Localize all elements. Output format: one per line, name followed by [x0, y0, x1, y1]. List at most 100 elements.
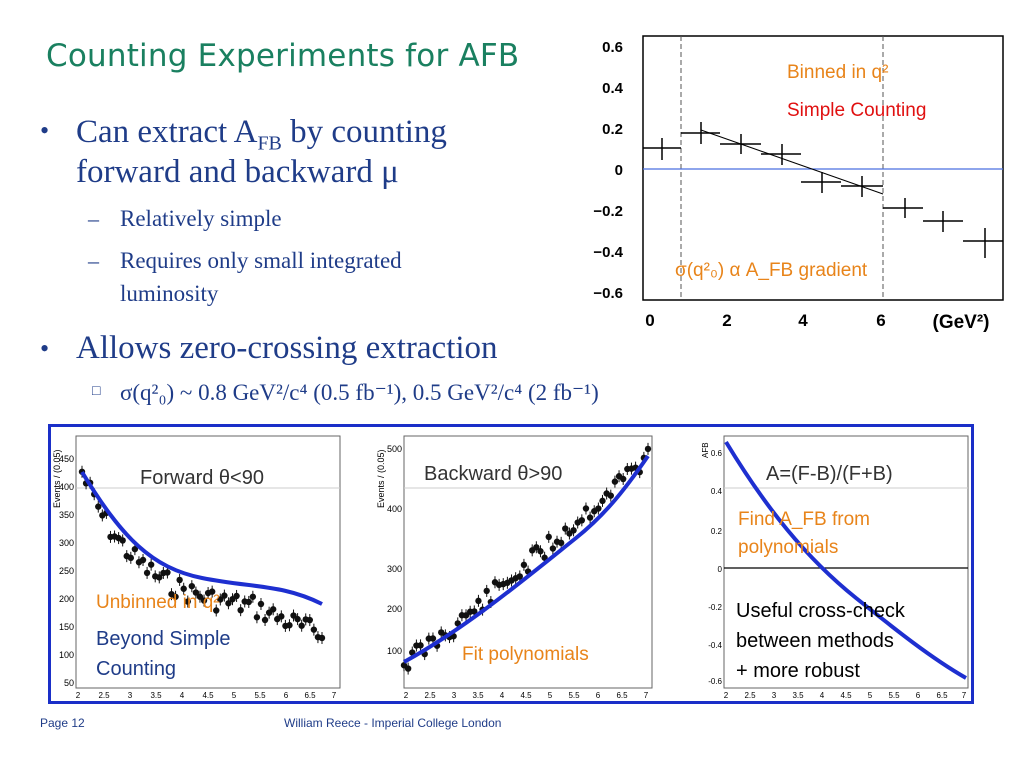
y-tick: 200: [59, 594, 74, 604]
footer-author: William Reece - Imperial College London: [284, 716, 502, 730]
panels-frame: [48, 424, 974, 704]
forward-data-points: [78, 465, 326, 644]
y-tick: 150: [59, 622, 74, 632]
x-tick: 7: [332, 691, 337, 700]
y-tick: -0.6: [708, 677, 722, 686]
x-tick: 6.5: [936, 691, 948, 700]
afb-y-axis-label: AFB: [701, 442, 710, 458]
y-tick: -0.4: [708, 641, 722, 650]
x-tick: 5: [232, 691, 237, 700]
backward-x-ticks: 2 2.5 3 3.5 4 4.5 5 5.5 6 6.5 7: [404, 691, 649, 700]
y-tick: 350: [59, 510, 74, 520]
y-tick-label: −0.2: [593, 203, 623, 220]
afb-frame: [723, 435, 969, 689]
x-tick: 6: [916, 691, 921, 700]
y-tick: 100: [59, 650, 74, 660]
x-tick: 5.5: [254, 691, 266, 700]
afb-title: A=(F-B)/(F+B): [766, 463, 893, 485]
beyond-label: Beyond Simple: [96, 628, 231, 650]
x-tick: 4.5: [520, 691, 532, 700]
x-tick-label: 6: [876, 311, 885, 330]
dash-marker: –: [88, 248, 99, 273]
x-tick: 6: [284, 691, 289, 700]
binned-label: Binned in q²: [787, 62, 888, 83]
x-tick: 5: [548, 691, 553, 700]
dash-marker: –: [88, 206, 99, 231]
x-tick: 2: [724, 691, 729, 700]
sub-bullet-sigma: σ(q²₀) ~ 0.8 GeV²/c⁴ (0.5 fb⁻¹), 0.5 GeV…: [120, 380, 599, 405]
cross-check-label: Useful cross-check between methods + mor…: [736, 596, 905, 686]
find-afb-line-1: Find A_FB from: [738, 509, 870, 530]
x-tick: 4.5: [840, 691, 852, 700]
x-tick: 6.5: [304, 691, 316, 700]
x-tick: 5: [868, 691, 873, 700]
y-tick: 200: [387, 604, 402, 614]
bullet-marker: •: [40, 334, 50, 363]
x-tick: 7: [644, 691, 649, 700]
x-tick: 6: [596, 691, 601, 700]
counting-label: Simple Counting: [787, 100, 926, 121]
y-tick-label: 0.4: [602, 80, 624, 97]
x-tick: 4.5: [202, 691, 214, 700]
bullet-1-line-1: Can extract AFB by counting: [76, 112, 447, 164]
y-tick: 400: [387, 504, 402, 514]
x-unit-label: (GeV²): [933, 312, 990, 333]
forward-frame: [75, 435, 341, 689]
counting-label: Counting: [96, 658, 177, 680]
backward-fit-curve: [403, 454, 650, 664]
x-tick: 3: [772, 691, 777, 700]
y-tick-label: 0: [615, 162, 623, 179]
backward-panel: Events / (0.05) 500 400 300 200 100 2 2.…: [376, 435, 653, 700]
x-tick: 3.5: [150, 691, 162, 700]
y-tick-label: 0.2: [602, 121, 623, 138]
cross-line-3: + more robust: [736, 660, 860, 682]
forward-fit-curve: [80, 470, 323, 606]
x-tick: 4: [820, 691, 825, 700]
x-tick: 5.5: [568, 691, 580, 700]
backward-y-ticks: 500 400 300 200 100: [387, 444, 402, 656]
x-tick: 3.5: [792, 691, 804, 700]
afb-x-ticks: 2 2.5 3 3.5 4 4.5 5 5.5 6 6.5 7: [724, 691, 967, 700]
afb-panel: AFB 0.6 0.4 0.2 0 -0.2 -0.4 -0.6 2 2.5 3…: [701, 435, 969, 700]
x-tick-labels: 0 2 4 6: [645, 311, 885, 330]
x-tick: 2: [404, 691, 409, 700]
chart-frame: [642, 35, 1004, 301]
afb-binned-chart: 0.6 0.4 0.2 0 −0.2 −0.4 −0.6 0 2 4 6 (Ge…: [593, 35, 1004, 333]
y-tick: 0.4: [711, 487, 723, 496]
bullet-1-text-b: by counting: [281, 114, 447, 150]
forward-title: Forward θ<90: [140, 467, 264, 489]
y-tick-labels: 0.6 0.4 0.2 0 −0.2 −0.4 −0.6: [593, 39, 623, 302]
y-tick-label: −0.4: [593, 244, 623, 261]
gradient-line: [700, 129, 884, 195]
unbinned-label: Unbinned in q²: [96, 592, 220, 613]
afb-fit-curve: [724, 440, 967, 680]
x-tick-label: 0: [645, 311, 654, 330]
x-tick: 6.5: [616, 691, 628, 700]
y-tick: 400: [59, 482, 74, 492]
forward-x-ticks: 2 2.5 3 3.5 4 4.5 5 5.5 6 6.5 7: [76, 691, 337, 700]
y-tick: 500: [387, 444, 402, 454]
sub-bullet-luminosity-1: Requires only small integrated: [120, 248, 402, 273]
x-tick: 4: [180, 691, 185, 700]
y-tick: 450: [59, 454, 74, 464]
y-tick: 0.6: [711, 449, 723, 458]
x-tick-label: 2: [722, 311, 731, 330]
cross-line-1: Useful cross-check: [736, 600, 905, 622]
box-marker: □: [92, 384, 101, 399]
x-tick: 2.5: [98, 691, 110, 700]
y-tick: 0: [718, 565, 723, 574]
backward-y-axis-label: Events / (0.05): [376, 449, 386, 508]
y-tick: 300: [59, 538, 74, 548]
fit-polynomials-label: Fit polynomials: [462, 644, 589, 665]
bullet-2: Allows zero-crossing extraction: [76, 330, 498, 366]
x-tick: 2.5: [424, 691, 436, 700]
afb-y-ticks: 0.6 0.4 0.2 0 -0.2 -0.4 -0.6: [708, 449, 722, 686]
backward-title: Backward θ>90: [424, 463, 562, 485]
x-tick: 7: [962, 691, 967, 700]
y-tick: 100: [387, 646, 402, 656]
page-title: Counting Experiments for AFB: [46, 38, 520, 74]
sub-bullet-luminosity-2: luminosity: [120, 281, 219, 306]
y-tick: 250: [59, 566, 74, 576]
x-tick-label: 4: [798, 311, 808, 330]
forward-panel: Events / (0.05) 450 400 350 300 250 200 …: [52, 435, 341, 700]
